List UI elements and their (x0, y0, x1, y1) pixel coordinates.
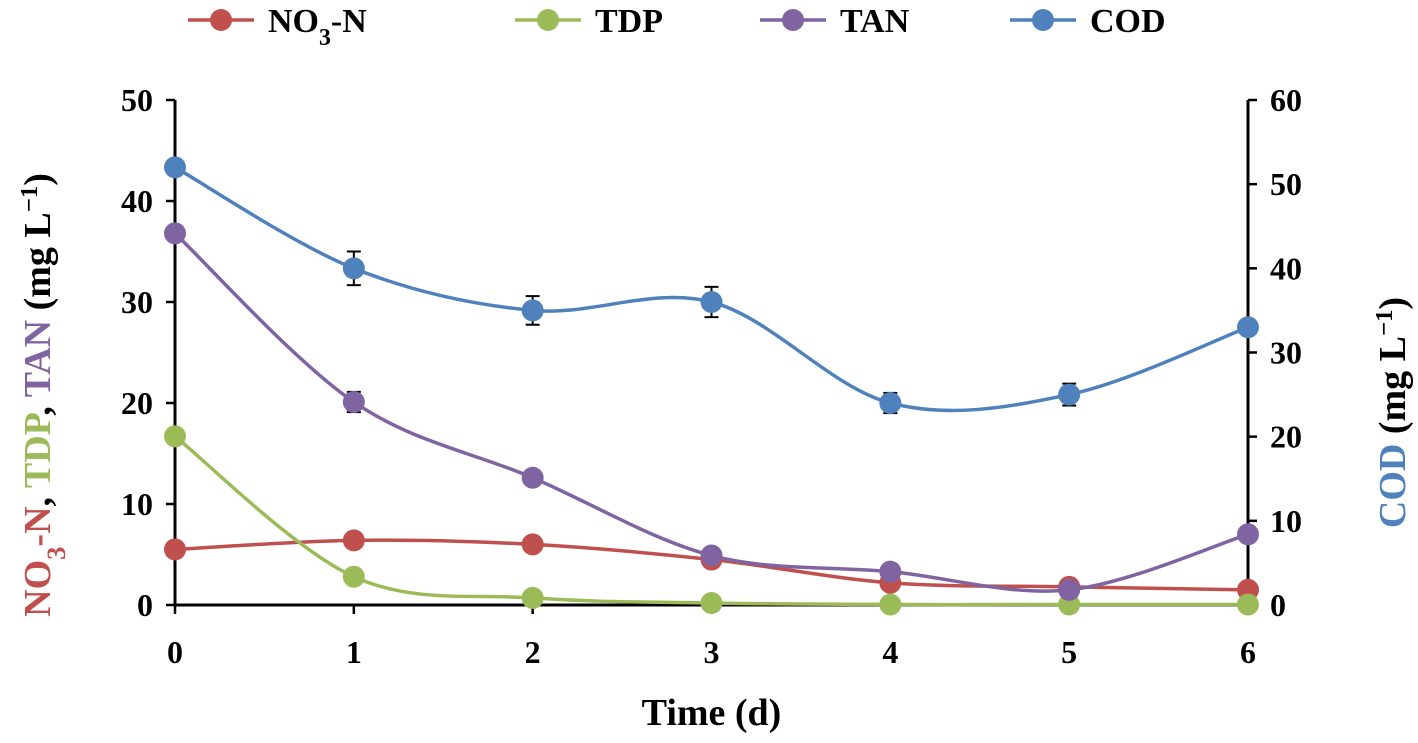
legend-label: COD (1090, 3, 1166, 40)
data-point (342, 565, 365, 588)
legend: NO3-N TDP TAN COD (188, 3, 1166, 51)
data-point (164, 156, 186, 179)
left-y-tick-label: 40 (121, 183, 153, 219)
left-y-tick-label: 20 (121, 385, 153, 421)
series-tan (164, 222, 1259, 601)
right-y-tick-label: 50 (1270, 166, 1302, 202)
right-y-tick-label: 10 (1270, 503, 1302, 539)
legend-swatch-marker (537, 9, 559, 31)
legend-item-tdp: TDP (515, 3, 663, 40)
data-point (700, 544, 723, 567)
x-tick-label: 5 (1061, 634, 1077, 670)
series-layer (164, 156, 1259, 616)
x-tick-label: 4 (882, 634, 898, 670)
axis-titles: Time (d) NO3-N, TDP, TAN (mg L−1) COD (mg … (16, 173, 1415, 734)
right-y-axis-title-group: COD (mg L−1) (1371, 297, 1415, 528)
data-point (700, 591, 723, 614)
data-point (1058, 383, 1081, 406)
data-point (879, 392, 902, 414)
series-cod (164, 156, 1259, 415)
left-y-axis-title-group: NO3-N, TDP, TAN (mg L−1) (16, 173, 72, 617)
legend-swatch-marker (1032, 9, 1054, 31)
legend-item-cod: COD (1010, 3, 1166, 40)
data-point (879, 560, 902, 583)
right-y-tick-label: 30 (1270, 335, 1302, 371)
right-y-axis-title: COD (mg L−1) (1371, 297, 1415, 528)
legend-swatch-marker (210, 9, 232, 31)
x-tick-label: 1 (346, 634, 362, 670)
data-point (521, 466, 544, 489)
left-y-tick-label: 50 (121, 82, 153, 118)
data-point (164, 425, 186, 448)
legend-swatch-marker (782, 9, 804, 31)
data-point (879, 593, 902, 616)
data-point (342, 529, 365, 552)
legend-label: NO3-N (268, 3, 367, 51)
data-point (521, 299, 544, 322)
data-point (342, 257, 365, 280)
x-tick-label: 0 (167, 634, 183, 670)
right-y-tick-label: 20 (1270, 419, 1302, 455)
x-tick-label: 3 (704, 634, 720, 670)
data-point (521, 533, 544, 556)
series-line (173, 434, 1248, 607)
legend-item-no3-n: NO3-N (188, 3, 367, 51)
data-point (1237, 523, 1259, 546)
data-point (164, 222, 186, 245)
left-y-axis-title: NO3-N, TDP, TAN (mg L−1) (16, 173, 72, 617)
left-y-tick-label: 0 (137, 587, 153, 623)
data-point (700, 291, 723, 313)
left-y-tick-label: 10 (121, 486, 153, 522)
right-y-tick-label: 0 (1270, 587, 1286, 623)
x-tick-label: 2 (525, 634, 541, 670)
right-y-tick-label: 40 (1270, 250, 1302, 286)
x-tick-label: 6 (1240, 634, 1256, 670)
left-y-tick-label: 30 (121, 284, 153, 320)
data-point (164, 538, 186, 561)
data-point (1058, 578, 1081, 601)
data-point (342, 390, 365, 413)
data-point (1237, 316, 1259, 339)
axes: 0 10 20 30 40 50 0 10 20 30 40 50 60 0 1 2 3 4 5 6 (121, 82, 1302, 670)
data-point (521, 586, 544, 609)
x-axis-title: Time (d) (642, 692, 782, 734)
data-point (1237, 593, 1259, 616)
legend-item-tan: TAN (760, 3, 910, 40)
legend-label: TDP (595, 3, 663, 40)
legend-label: TAN (840, 3, 910, 40)
right-y-tick-label: 60 (1270, 82, 1302, 118)
